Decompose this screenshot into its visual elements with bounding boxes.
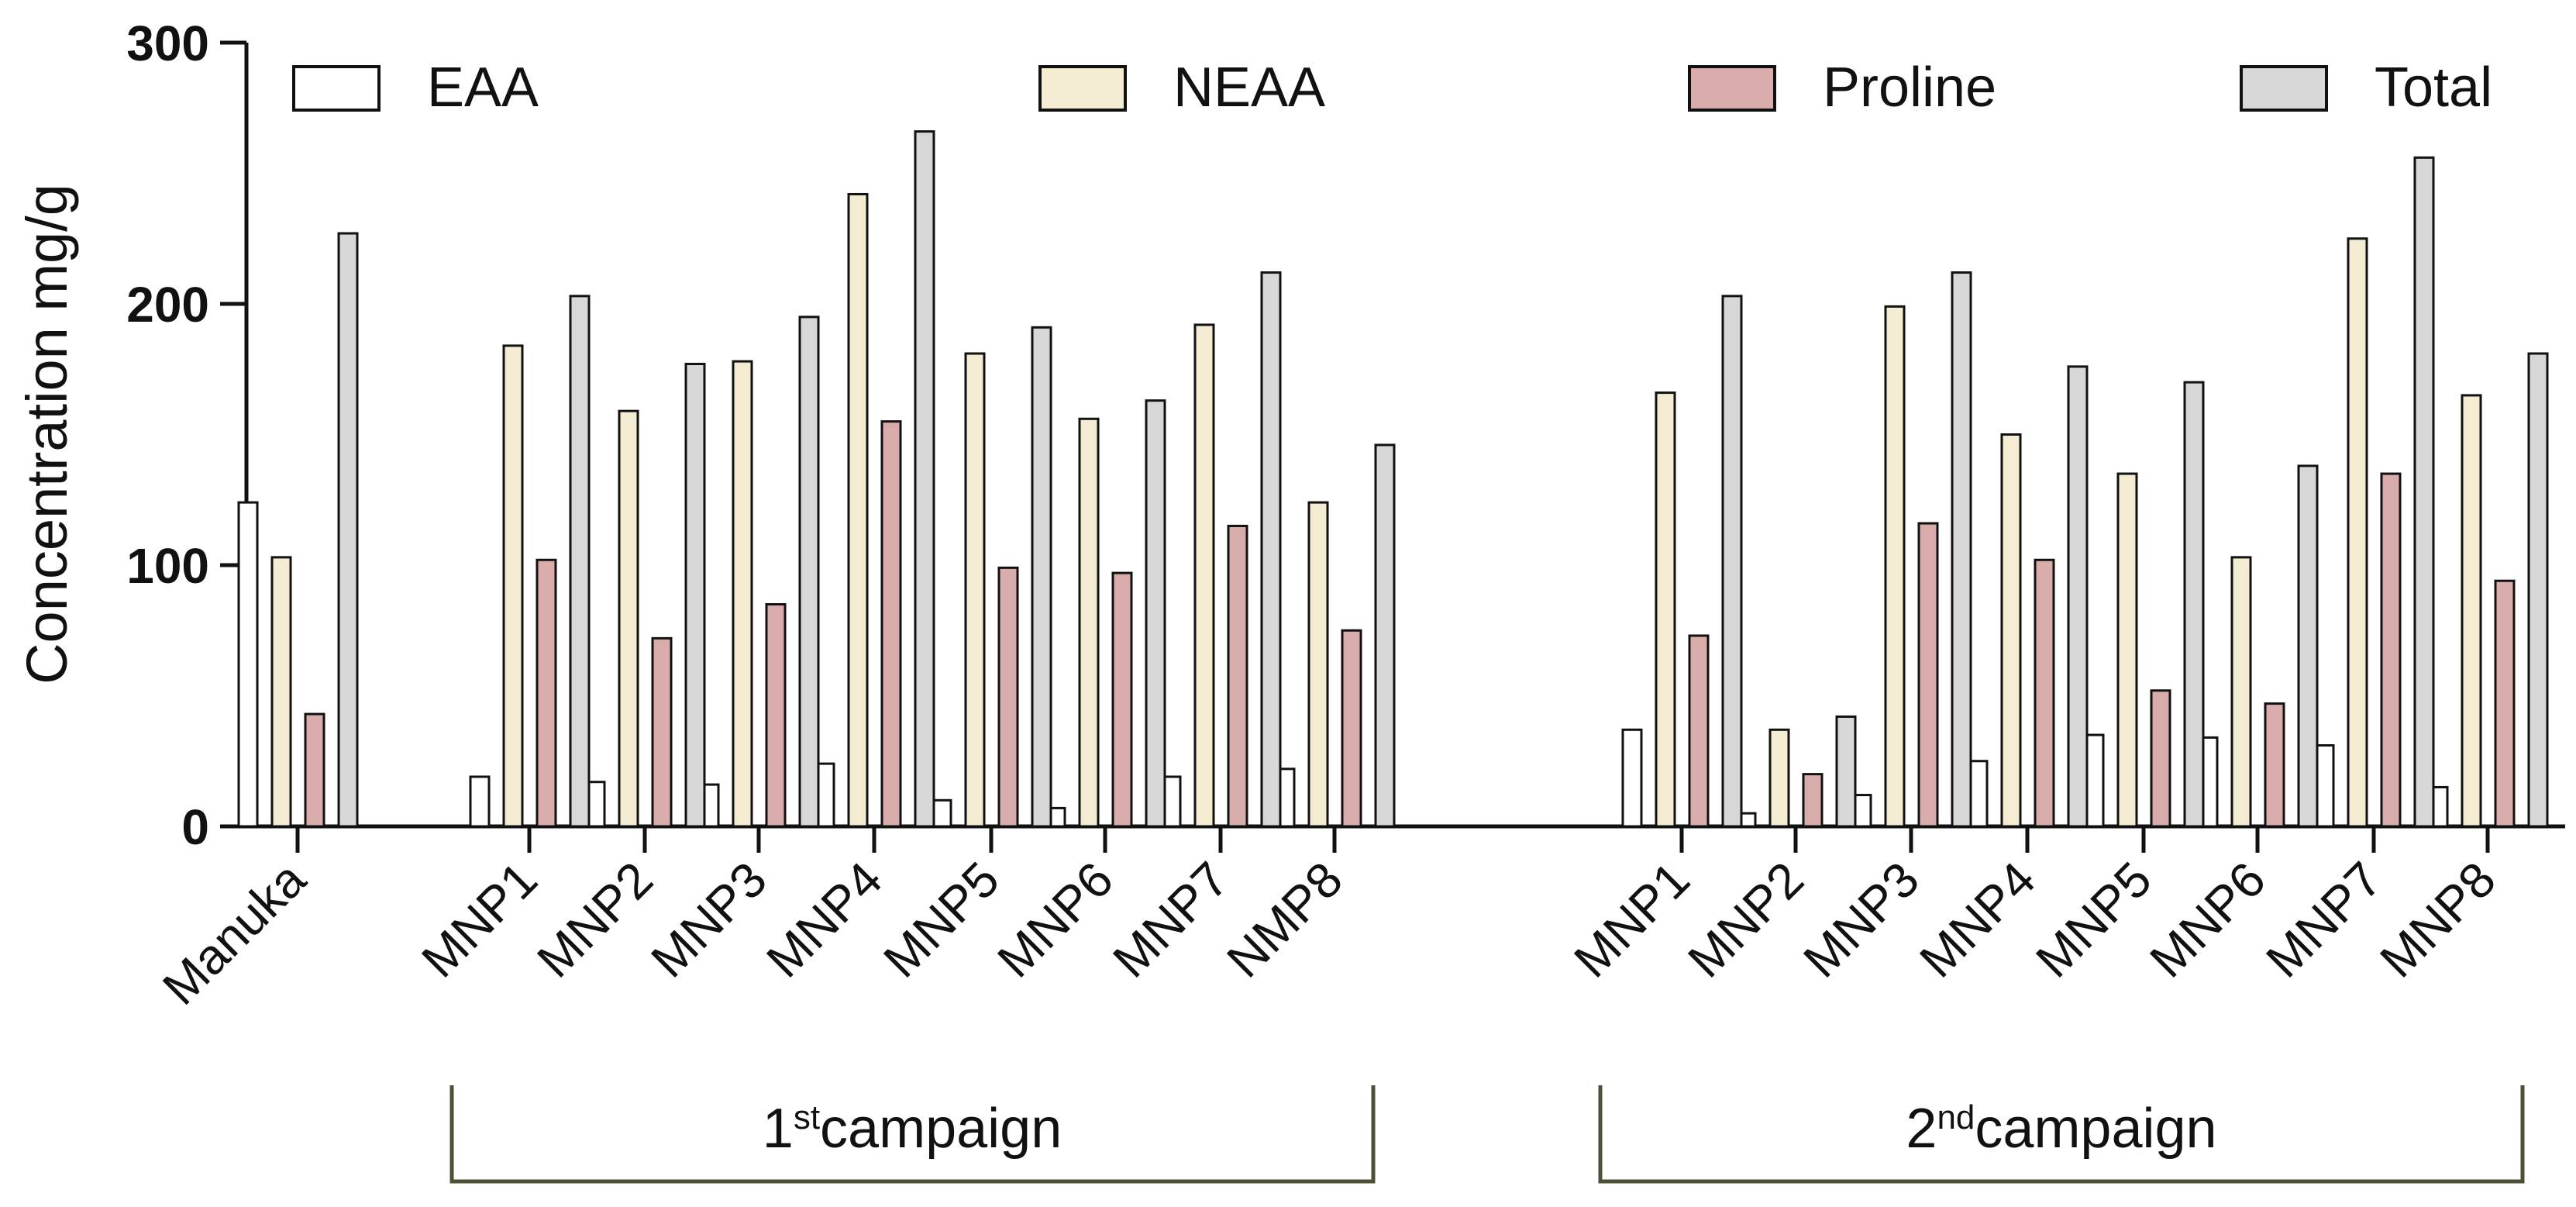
bar-total-5: [914, 130, 935, 828]
bar-total-11: [1835, 715, 1857, 828]
bar-proline-5: [880, 420, 902, 828]
y-tick-label: 300: [126, 16, 209, 71]
bar-total-3: [684, 363, 706, 828]
x-category-label: MNP5: [873, 851, 1010, 988]
bar-neaa-12: [1884, 305, 1906, 828]
campaign-1-bracket: [449, 1085, 1376, 1184]
bar-neaa-10: [1655, 391, 1676, 828]
bar-eaa-2: [469, 775, 491, 828]
x-category-label: MNP2: [526, 851, 663, 988]
bar-neaa-3: [618, 409, 639, 828]
bar-neaa-16: [2347, 237, 2368, 828]
bar-total-1: [337, 232, 359, 828]
x-category-label: MNP6: [2139, 851, 2276, 988]
bar-neaa-15: [2230, 556, 2252, 828]
bar-eaa-6: [931, 798, 952, 828]
y-axis-title: Concentration mg/g: [15, 184, 79, 685]
bar-proline-11: [1802, 773, 1824, 828]
legend-label-proline: Proline: [1823, 57, 1996, 119]
bar-proline-9: [1341, 629, 1362, 828]
bar-proline-1: [304, 712, 325, 828]
bar-neaa-9: [1307, 501, 1329, 828]
legend-swatch-proline: [1688, 65, 1776, 112]
y-tick-label: 0: [181, 799, 209, 855]
bar-total-16: [2413, 156, 2435, 828]
bar-eaa-10: [1621, 728, 1643, 828]
bar-neaa-17: [2461, 394, 2482, 828]
campaign-1-label: 1stcampaign: [763, 1098, 1062, 1160]
bar-proline-12: [1917, 522, 1939, 828]
x-category-label: MNP6: [987, 851, 1124, 988]
bar-neaa-2: [502, 344, 524, 828]
bar-total-14: [2183, 381, 2205, 828]
x-category-label: MNP8: [2369, 851, 2506, 988]
bar-neaa-8: [1193, 323, 1215, 828]
bar-total-8: [1260, 271, 1282, 828]
y-tick-label: 200: [126, 277, 209, 333]
bar-total-4: [798, 316, 820, 828]
bar-proline-14: [2150, 689, 2171, 828]
x-category-label: MNP7: [1102, 851, 1239, 988]
bar-proline-16: [2380, 472, 2402, 828]
bar-proline-15: [2264, 702, 2285, 828]
bar-total-12: [1951, 271, 1972, 828]
x-category-label: MNP5: [2025, 851, 2162, 988]
bar-proline-13: [2034, 558, 2055, 828]
x-category-label: MNP2: [1677, 851, 1814, 988]
x-category-label: MNP4: [1909, 851, 2046, 988]
bar-total-17: [2527, 352, 2549, 828]
bar-total-13: [2067, 365, 2089, 828]
x-category-label: MNP3: [640, 851, 777, 988]
x-category-label: MNP1: [411, 851, 548, 988]
bar-total-9: [1374, 443, 1396, 828]
legend-swatch-total: [2240, 65, 2328, 112]
bar-proline-6: [997, 566, 1019, 828]
bar-neaa-4: [732, 360, 753, 828]
legend-swatch-eaa: [292, 65, 381, 112]
bar-total-7: [1145, 399, 1166, 828]
x-category-label: Manuka: [152, 851, 316, 1016]
bar-total-6: [1031, 326, 1052, 828]
bar-neaa-14: [2116, 472, 2138, 828]
bar-neaa-7: [1078, 417, 1100, 828]
legend-label-eaa: EAA: [427, 57, 539, 119]
bar-neaa-13: [2000, 433, 2022, 828]
x-category-label: MNP4: [756, 851, 893, 988]
x-category-label: NMP8: [1216, 851, 1353, 988]
legend-swatch-neaa: [1038, 65, 1127, 112]
bar-proline-10: [1688, 634, 1710, 828]
x-category-label: MNP3: [1793, 851, 1930, 988]
x-category-label: MNP1: [1563, 851, 1700, 988]
bar-proline-17: [2494, 579, 2516, 828]
bar-proline-2: [536, 558, 557, 828]
bar-proline-4: [765, 603, 787, 828]
bar-neaa-1: [270, 556, 292, 828]
bar-eaa-1: [237, 501, 259, 828]
legend-label-neaa: NEAA: [1173, 57, 1325, 119]
legend-label-total: Total: [2375, 57, 2492, 119]
bar-proline-3: [651, 636, 673, 828]
bar-neaa-5: [847, 192, 869, 828]
bar-total-10: [1721, 295, 1743, 828]
bar-proline-7: [1111, 571, 1133, 828]
bar-proline-8: [1227, 524, 1248, 828]
x-category-label: MNP7: [2255, 851, 2392, 988]
y-tick-label: 100: [126, 538, 209, 594]
campaign-2-bracket: [1598, 1085, 2525, 1184]
bar-neaa-6: [964, 352, 986, 828]
campaign-2-label: 2ndcampaign: [1906, 1098, 2216, 1160]
bar-total-15: [2297, 464, 2319, 828]
bar-total-2: [569, 295, 591, 828]
bar-neaa-11: [1768, 728, 1790, 828]
